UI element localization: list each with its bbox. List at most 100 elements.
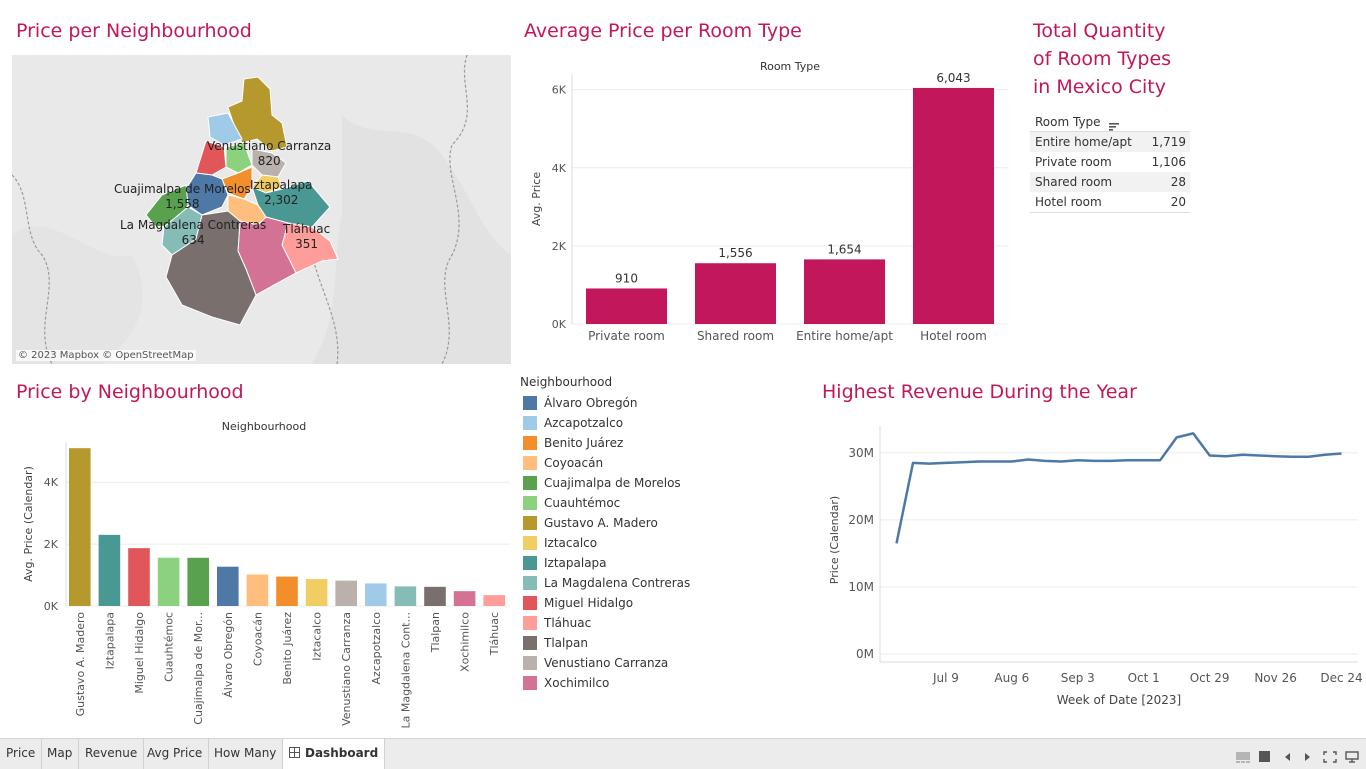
bar-value-label: 1,556 (718, 246, 752, 260)
bar[interactable] (483, 595, 505, 606)
district-azcapotzalco[interactable] (207, 112, 243, 146)
legend-label: Álvaro Obregón (544, 396, 638, 410)
bar[interactable] (453, 591, 476, 606)
x-tick-label: Oct 29 (1190, 671, 1230, 685)
legend-swatch (523, 396, 537, 410)
legend-item[interactable]: La Magdalena Contreras (520, 573, 690, 593)
bar[interactable] (424, 586, 446, 606)
neighbourhood-axis-header: Neighbourhood (222, 420, 306, 433)
table-row[interactable]: Private room 1,106 (1030, 152, 1190, 172)
bar[interactable] (217, 566, 239, 606)
legend-item[interactable]: Tlalpan (520, 633, 690, 653)
legend-item[interactable]: Tláhuac (520, 613, 690, 633)
neighbourhood-legend[interactable]: Neighbourhood Álvaro Obregón Azcapotzalco… (520, 374, 690, 693)
room-type-quantity-table[interactable]: Room Type Entire home/apt 1,719 Private r… (1030, 113, 1190, 213)
bar[interactable] (305, 579, 328, 606)
bar[interactable] (586, 288, 667, 324)
sort-icon[interactable] (1109, 118, 1120, 131)
legend-item[interactable]: Miguel Hidalgo (520, 593, 690, 613)
legend-item[interactable]: Iztapalapa (520, 553, 690, 573)
revenue-series-line[interactable] (895, 432, 1342, 544)
bar[interactable] (157, 557, 180, 606)
x-tick-label: Miguel Hidalgo (133, 612, 146, 694)
room-type-bar-chart[interactable]: Room Type 0K 2K 4K 6K Avg. Price 910 Private ro… (520, 52, 1010, 347)
bar[interactable] (246, 574, 269, 606)
bar[interactable] (187, 557, 209, 606)
legend-swatch (523, 476, 537, 490)
tab-revenue[interactable]: Revenue (79, 739, 145, 769)
table-header[interactable]: Room Type (1030, 113, 1190, 131)
y-axis-title: Avg. Price (Calendar) (22, 466, 35, 582)
legend-swatch (523, 656, 537, 670)
bar[interactable] (365, 583, 387, 606)
legend-item[interactable]: Cuauhtémoc (520, 493, 690, 513)
legend-label: Tlalpan (544, 636, 588, 650)
bar-value-label: 6,043 (936, 71, 970, 85)
legend-label: Azcapotzalco (544, 416, 624, 430)
table-cell-value: 1,106 (1151, 155, 1186, 169)
next-sheet-icon[interactable] (1300, 748, 1314, 761)
tab-how-many[interactable]: How Many (208, 739, 284, 769)
bar[interactable] (695, 263, 776, 324)
bar[interactable] (394, 586, 417, 606)
bar[interactable] (913, 87, 994, 324)
district-miguel-hidalgo[interactable] (195, 140, 227, 176)
map-label-value: 1,558 (165, 197, 200, 211)
legend-item[interactable]: Gustavo A. Madero (520, 513, 690, 533)
map-label-name: Cuajimalpa de Morelos (114, 182, 251, 196)
table-cell-label: Entire home/apt (1035, 135, 1132, 149)
bar[interactable] (276, 576, 298, 606)
x-axis-title: Week of Date [2023] (1057, 693, 1181, 707)
tab-map[interactable]: Map (41, 739, 80, 769)
presentation-mode-icon[interactable] (1345, 748, 1359, 763)
bar[interactable] (128, 548, 150, 606)
sheet-view-icon[interactable] (1258, 748, 1272, 762)
x-tick-label: Azcapotzalco (370, 612, 383, 685)
legend-swatch (523, 616, 537, 630)
x-tick-label: Coyoacán (251, 612, 264, 666)
table-row[interactable]: Hotel room 20 (1030, 192, 1190, 212)
legend-label: Iztacalco (544, 536, 598, 550)
neighbourhood-bar-chart[interactable]: Neighbourhood 0K 2K 4K Avg. Price (Calendar)… (12, 412, 512, 730)
x-tick-label: Gustavo A. Madero (74, 612, 87, 717)
bar[interactable] (804, 259, 885, 324)
map-districts[interactable] (145, 76, 339, 326)
bar-value-label: 1,654 (827, 242, 861, 256)
legend-item[interactable]: Venustiano Carranza (520, 653, 690, 673)
by-neighbourhood-title: Price by Neighbourhood (16, 381, 244, 403)
table-cell-label: Shared room (1035, 175, 1113, 189)
district-tlalpan[interactable] (165, 210, 257, 326)
y-tick-label: 6K (552, 84, 567, 97)
legend-label: Benito Juárez (544, 436, 624, 450)
legend-item[interactable]: Azcapotzalco (520, 413, 690, 433)
table-row[interactable]: Entire home/apt 1,719 (1030, 132, 1190, 152)
district-gustavo-a-madero[interactable] (227, 76, 288, 152)
map-canvas[interactable] (12, 55, 511, 364)
revenue-line-chart[interactable]: 0M 10M 20M 30M Jul 9 Aug 6 Sep 3 Oct 1 Oct 29 Nov… (822, 412, 1362, 712)
previous-sheet-icon[interactable] (1281, 748, 1295, 761)
legend-item[interactable]: Coyoacán (520, 453, 690, 473)
district-iztacalco[interactable] (251, 174, 283, 194)
y-tick-label: 4K (552, 162, 567, 175)
district-cuauhtemoc[interactable] (225, 142, 253, 174)
bar[interactable] (69, 448, 91, 606)
neighbourhood-map[interactable]: Venustiano Carranza 820 Cuajimalpa de Mo… (12, 55, 511, 364)
tab-avg-price[interactable]: Avg Price (141, 739, 210, 769)
bar[interactable] (98, 534, 121, 606)
x-tick-label: Benito Juárez (281, 612, 294, 685)
tab-dashboard[interactable]: Dashboard (283, 739, 386, 769)
legend-item[interactable]: Benito Juárez (520, 433, 690, 453)
legend-item[interactable]: Cuajimalpa de Morelos (520, 473, 690, 493)
bar[interactable] (335, 580, 357, 606)
filmstrip-view-icon[interactable] (1236, 748, 1250, 763)
y-tick-label: 10M (848, 580, 874, 594)
legend-item[interactable]: Xochimilco (520, 673, 690, 693)
legend-item[interactable]: Álvaro Obregón (520, 393, 690, 413)
state-border-east (441, 55, 468, 364)
fullscreen-icon[interactable] (1323, 748, 1337, 763)
tab-price[interactable]: Price (0, 739, 43, 769)
map-label-value: 2,302 (264, 193, 299, 207)
x-tick-label: Cuajimalpa de Mor... (192, 612, 205, 725)
legend-item[interactable]: Iztacalco (520, 533, 690, 553)
table-row[interactable]: Shared room 28 (1030, 172, 1190, 192)
